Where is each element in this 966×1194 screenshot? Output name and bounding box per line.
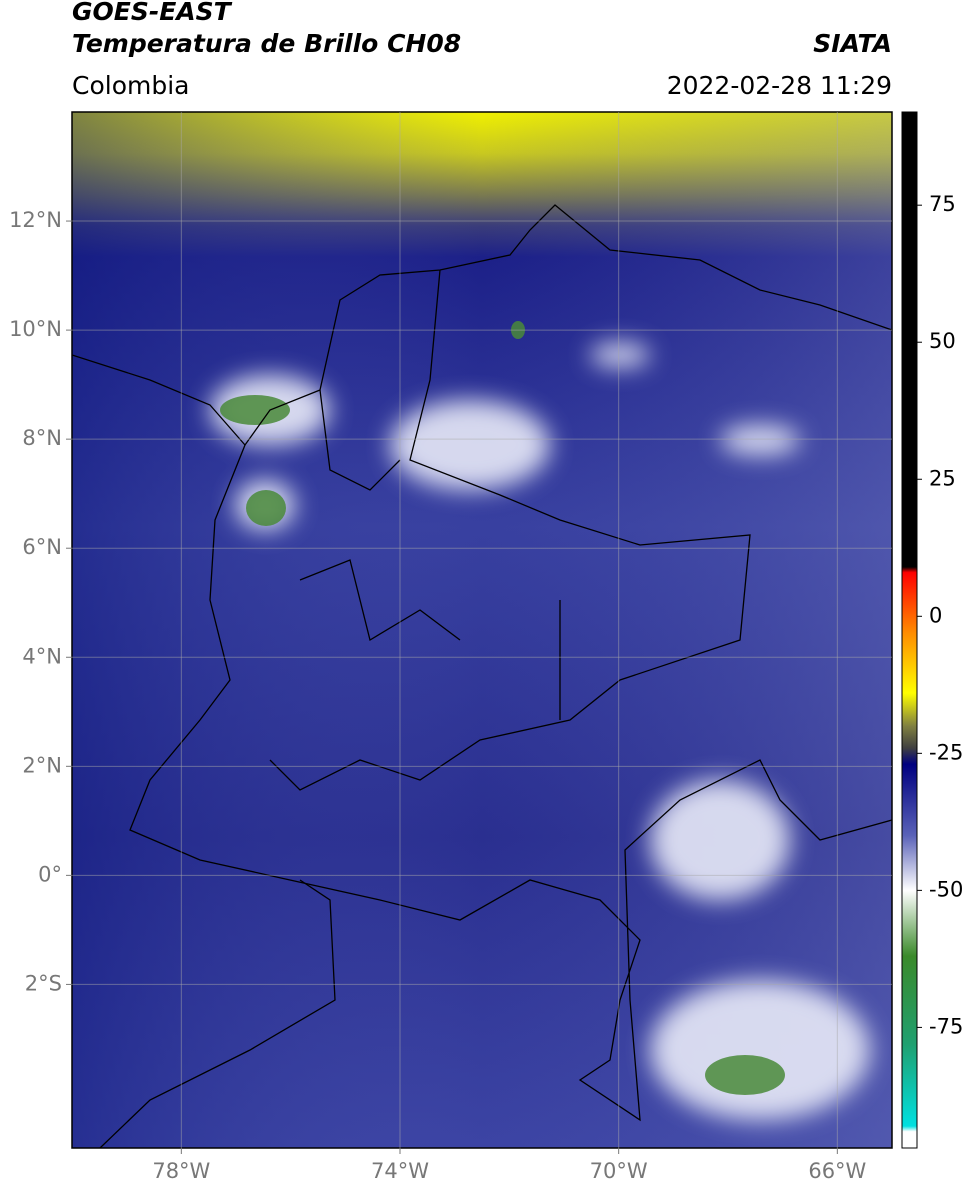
colorbar-tick-label: -50 (929, 877, 963, 901)
x-tick-label: 66°W (808, 1159, 866, 1183)
x-tick-label: 74°W (371, 1159, 429, 1183)
datetime: 2022-02-28 11:29 (667, 71, 892, 100)
colorbar (901, 111, 918, 1149)
x-tick-label: 70°W (590, 1159, 648, 1183)
x-tick-label: 78°W (152, 1159, 210, 1183)
region: Colombia (72, 71, 189, 100)
y-tick-label: 6°N (22, 535, 62, 559)
satellite-image (72, 112, 892, 1148)
subtitle: Temperatura de Brillo CH08 (72, 29, 461, 58)
y-tick-label: 2°S (25, 971, 62, 995)
colorbar-tick-label: 50 (929, 329, 956, 353)
map-frame (71, 111, 893, 1149)
y-tick-label: 12°N (9, 208, 62, 232)
colorbar-tick-label: -25 (929, 740, 963, 764)
colorbar-tick-label: 25 (929, 466, 956, 490)
y-tick-label: 8°N (22, 426, 62, 450)
source: SIATA (813, 29, 892, 58)
y-tick-label: 4°N (22, 644, 62, 668)
title: GOES-EAST (72, 0, 233, 26)
colorbar-tick-label: 75 (929, 192, 956, 216)
colorbar-tick-label: -75 (929, 1014, 963, 1038)
y-tick-label: 10°N (9, 317, 62, 341)
colorbar-tick-label: 0 (929, 603, 942, 627)
y-tick-label: 2°N (22, 753, 62, 777)
y-tick-label: 0° (38, 862, 62, 886)
